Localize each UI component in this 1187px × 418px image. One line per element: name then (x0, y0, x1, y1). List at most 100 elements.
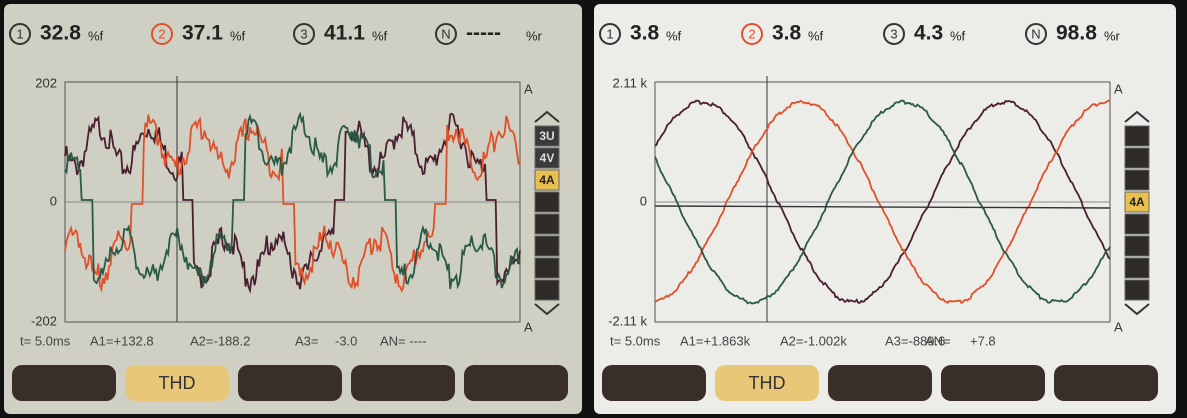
waveform (654, 99, 1111, 304)
phase-index: 3 (300, 26, 307, 41)
footer-reading: AN= ---- (380, 333, 427, 348)
tab (238, 365, 342, 401)
axis-top: 2.11 k (613, 75, 648, 90)
side-button (534, 235, 560, 257)
phase-badge (293, 23, 315, 45)
side-button-active (1124, 191, 1150, 213)
phase-badge (9, 23, 31, 45)
side-button (534, 257, 560, 279)
side-button-label: 4A (1129, 195, 1145, 209)
scroll-down (1124, 303, 1150, 316)
tab (12, 365, 116, 401)
axis-unit: A (524, 319, 533, 334)
side-button (1124, 169, 1150, 191)
waveform (654, 99, 1111, 305)
footer-reading: AN= (925, 333, 951, 348)
side-button-label: 4V (540, 151, 555, 165)
reading-value: 37.1 (182, 22, 223, 45)
footer-reading: A2=-1.002k (780, 333, 847, 348)
axis-unit: A (524, 81, 533, 96)
tab-active (125, 365, 229, 401)
axis-zero: 0 (640, 193, 647, 208)
phase-index: 2 (158, 26, 165, 41)
tab (828, 365, 932, 401)
side-button (534, 213, 560, 235)
side-button-label: 3U (539, 129, 554, 143)
reading-value: ----- (466, 22, 501, 45)
reading-value: 32.8 (40, 22, 81, 45)
side-button (534, 279, 560, 301)
phase-index: 2 (748, 26, 755, 41)
phase-badge (151, 23, 173, 45)
tab-label: THD (159, 373, 196, 393)
phase-index: N (441, 26, 450, 41)
footer-reading: -3.0 (335, 333, 357, 348)
footer-reading: A2=-188.2 (190, 333, 250, 348)
screen (594, 4, 1176, 414)
reading-value: 3.8 (630, 22, 660, 45)
scroll-up (1124, 110, 1150, 123)
reading-unit: %f (372, 28, 388, 43)
tab-active (715, 365, 819, 401)
reading-value: 4.3 (914, 22, 943, 45)
side-button (1124, 125, 1150, 147)
waveform (654, 99, 1111, 305)
side-button-active (534, 125, 560, 147)
phase-index: 1 (606, 26, 613, 41)
waveform (64, 114, 521, 293)
reading-unit: %f (88, 28, 104, 43)
tab (602, 365, 706, 401)
scroll-down (534, 303, 560, 316)
phase-index: 3 (890, 26, 897, 41)
reading-unit: %r (1104, 28, 1121, 43)
axis-bottom: -2.11 k (608, 313, 647, 328)
reading-unit: %f (950, 28, 966, 43)
tab (351, 365, 455, 401)
side-button-label: 4A (539, 173, 555, 187)
phase-index: N (1031, 26, 1040, 41)
phase-badge (883, 23, 905, 45)
phase-badge (741, 23, 763, 45)
footer-reading: A3=-889.6 (885, 333, 945, 348)
phase-badge (435, 23, 457, 45)
tab (1054, 365, 1158, 401)
screen (4, 4, 582, 414)
side-button (534, 191, 560, 213)
phase-index: 1 (16, 26, 23, 41)
footer-reading: +7.8 (970, 333, 996, 348)
side-button-active (534, 169, 560, 191)
side-button (1124, 213, 1150, 235)
side-button (1124, 235, 1150, 257)
axis-unit: A (1114, 81, 1123, 96)
waveform (64, 111, 521, 290)
axis-unit: A (1114, 319, 1123, 334)
axis-bottom: -202 (31, 313, 57, 328)
footer-reading: t= 5.0ms (20, 333, 71, 348)
neutral-wave (654, 205, 1111, 209)
axis-zero: 0 (50, 193, 57, 208)
phase-badge (1025, 23, 1047, 45)
reading-unit: %f (808, 28, 824, 43)
phase-badge (599, 23, 621, 45)
side-button-active (534, 147, 560, 169)
tab-label: THD (749, 373, 786, 393)
side-button (1124, 147, 1150, 169)
reading-value: 3.8 (772, 22, 802, 45)
reading-value: 41.1 (324, 22, 365, 45)
reading-value: 98.8 (1056, 22, 1097, 45)
side-button (1124, 257, 1150, 279)
reading-unit: %f (230, 28, 246, 43)
tab (464, 365, 568, 401)
footer-reading: A1=+1.863k (680, 333, 751, 348)
reading-unit: %r (526, 28, 543, 43)
reading-unit: %f (666, 28, 682, 43)
footer-reading: A3= (295, 333, 319, 348)
waveform (64, 112, 521, 295)
tab (941, 365, 1045, 401)
scroll-up (534, 110, 560, 123)
axis-top: 202 (35, 75, 57, 90)
footer-reading: t= 5.0ms (610, 333, 661, 348)
side-button (1124, 279, 1150, 301)
